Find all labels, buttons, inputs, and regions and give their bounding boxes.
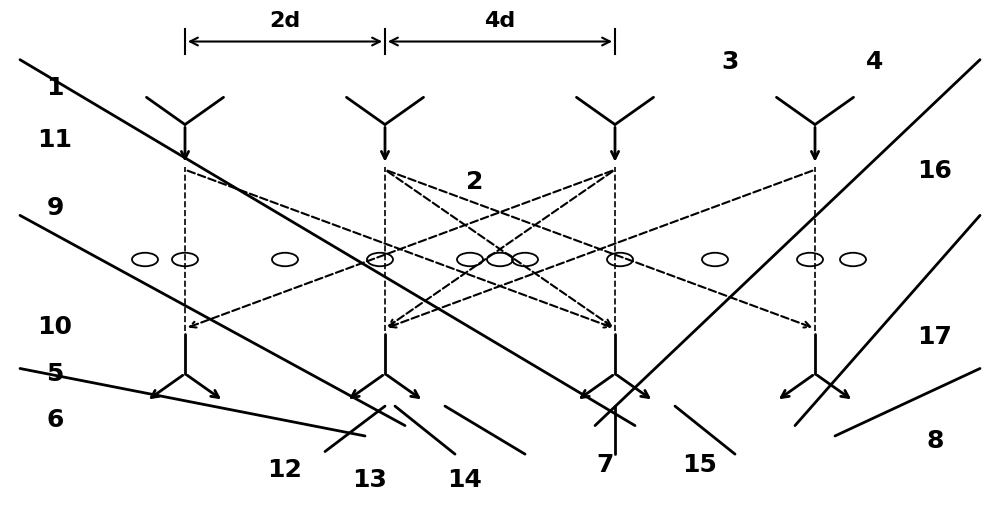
Text: 6: 6 bbox=[46, 408, 64, 432]
Text: 16: 16 bbox=[918, 159, 952, 183]
Text: 1: 1 bbox=[46, 76, 64, 100]
Text: 12: 12 bbox=[268, 458, 302, 482]
Text: 8: 8 bbox=[926, 429, 944, 453]
Text: 4d: 4d bbox=[484, 11, 516, 31]
Text: 4: 4 bbox=[866, 50, 884, 74]
Text: 10: 10 bbox=[38, 315, 72, 339]
Text: 14: 14 bbox=[448, 468, 482, 492]
Text: 2: 2 bbox=[466, 170, 484, 194]
Text: 9: 9 bbox=[46, 196, 64, 220]
Text: 15: 15 bbox=[683, 453, 717, 476]
Text: 11: 11 bbox=[38, 128, 72, 152]
Text: 17: 17 bbox=[918, 325, 952, 349]
Text: 5: 5 bbox=[46, 362, 64, 386]
Text: 2d: 2d bbox=[269, 11, 301, 31]
Text: 3: 3 bbox=[721, 50, 739, 74]
Text: 7: 7 bbox=[596, 453, 614, 476]
Text: 13: 13 bbox=[353, 468, 387, 492]
